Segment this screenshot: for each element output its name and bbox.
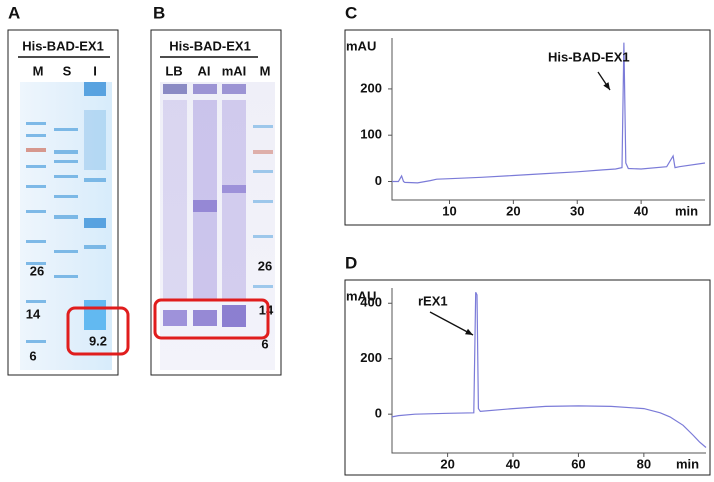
- marker-label: 6: [261, 336, 268, 351]
- panel-letter: D: [345, 253, 357, 272]
- y-tick-label: 200: [360, 350, 382, 365]
- gel-bands: [26, 82, 106, 343]
- panel-letter: C: [345, 3, 357, 22]
- lane-label: M: [33, 63, 44, 78]
- x-tick-label: 40: [506, 456, 520, 471]
- y-axis-label: mAU: [346, 288, 376, 303]
- trace: [391, 291, 707, 448]
- x-tick-label: 20: [440, 456, 454, 471]
- lane-label: AI: [198, 63, 211, 78]
- panel-letter: B: [153, 3, 165, 22]
- gel-title: His-BAD-EX1: [169, 38, 251, 53]
- annotation-arrow: [429, 311, 474, 336]
- marker-label: 6: [29, 348, 36, 363]
- x-tick-label: 10: [442, 203, 456, 218]
- highlight-box: [66, 306, 130, 356]
- axes: [391, 38, 705, 201]
- lane-label: M: [260, 63, 271, 78]
- panel-b: B His-BAD-EX1 LB AI mAI M 26 14 6: [150, 3, 282, 376]
- gel-bands: [163, 84, 273, 327]
- y-tick-label: 400: [360, 295, 382, 310]
- x-axis-label: min: [675, 203, 698, 218]
- x-tick-label: 20: [506, 203, 520, 218]
- y-tick-label: 0: [375, 173, 382, 188]
- panel-letter: A: [8, 3, 20, 22]
- marker-label: 26: [258, 258, 272, 273]
- arrow-head: [465, 328, 473, 335]
- gel-title: His-BAD-EX1: [22, 38, 104, 53]
- axes: [391, 288, 706, 454]
- y-tick-label: 0: [375, 406, 382, 421]
- x-axis-label: min: [676, 456, 699, 471]
- arrow-head: [603, 82, 610, 90]
- y-axis-label: mAU: [346, 38, 376, 53]
- marker-label: 14: [26, 306, 41, 321]
- x-tick-label: 60: [571, 456, 585, 471]
- y-tick-label: 100: [360, 127, 382, 142]
- y-tick-label: 200: [360, 80, 382, 95]
- lane-label: I: [93, 63, 97, 78]
- x-tick-label: 80: [637, 456, 651, 471]
- panel-frame: [344, 29, 711, 226]
- marker-label: 26: [30, 263, 44, 278]
- annotation: His-BAD-EX1: [548, 49, 630, 64]
- trace: [392, 42, 706, 184]
- panel-a: A His-BAD-EX1 M S I 26 14 6 9.2: [7, 3, 130, 376]
- panel-frame: [344, 279, 711, 476]
- lane-label: LB: [165, 63, 182, 78]
- x-tick-label: 30: [570, 203, 584, 218]
- annotation: rEX1: [418, 293, 448, 308]
- x-tick-label: 40: [634, 203, 648, 218]
- highlight-label: 9.2: [89, 333, 107, 348]
- lane-label: mAI: [222, 63, 247, 78]
- lane-label: S: [63, 63, 72, 78]
- highlight-box: [153, 298, 270, 340]
- marker-label: 14: [259, 302, 274, 317]
